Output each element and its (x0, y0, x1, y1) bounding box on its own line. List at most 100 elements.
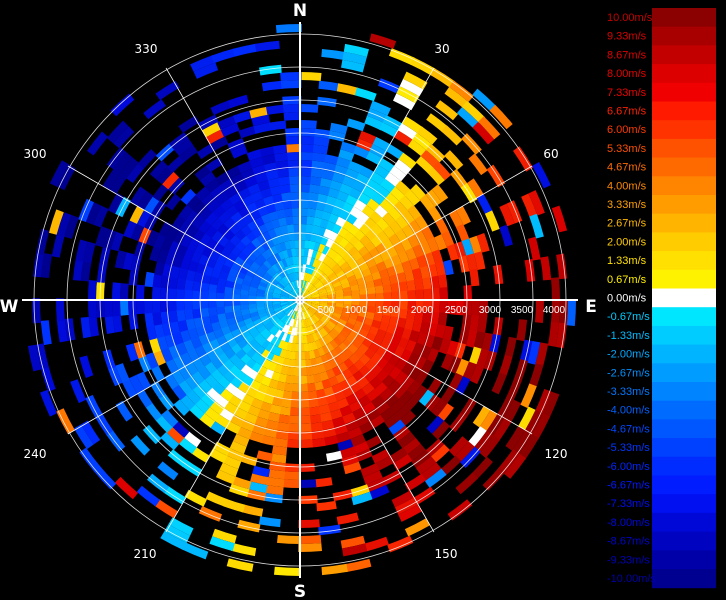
velocity-gate (334, 346, 344, 356)
velocity-gate (306, 282, 312, 291)
velocity-gate (245, 321, 255, 330)
azimuth-label-210: 210 (134, 547, 157, 561)
velocity-gate (343, 43, 369, 57)
velocity-gate (315, 251, 323, 261)
colorbar-swatch (652, 157, 716, 177)
velocity-gate (109, 172, 128, 194)
velocity-gate (484, 210, 500, 232)
velocity-gate (200, 307, 210, 318)
velocity-gate (197, 365, 212, 380)
velocity-gate (338, 405, 353, 417)
velocity-gate (341, 311, 351, 319)
velocity-gate (192, 384, 207, 399)
velocity-gate (178, 204, 194, 220)
velocity-gate (365, 408, 381, 422)
colorbar-swatch (652, 438, 716, 458)
velocity-gate (160, 432, 180, 451)
velocity-gate (315, 311, 323, 319)
velocity-gate (315, 282, 323, 289)
velocity-gate (338, 342, 349, 353)
velocity-gate (317, 329, 326, 339)
velocity-gate (280, 278, 288, 286)
velocity-gate (476, 233, 490, 253)
velocity-gate (208, 283, 218, 293)
velocity-gate (446, 340, 459, 358)
colorbar-label: 4.00m/s (607, 180, 647, 192)
velocity-gate (368, 484, 390, 500)
velocity-gate (473, 430, 494, 453)
velocity-gate (56, 318, 68, 343)
velocity-gate (279, 348, 287, 358)
velocity-gate (273, 290, 282, 295)
velocity-gate (263, 195, 275, 206)
velocity-gate (260, 187, 273, 199)
range-label-2000: 2000 (411, 305, 434, 316)
velocity-gate (397, 251, 410, 264)
east-label: E (585, 297, 597, 317)
velocity-gate (286, 143, 302, 153)
velocity-gate (292, 290, 298, 297)
velocity-gate (439, 287, 449, 301)
velocity-gate (359, 305, 368, 313)
velocity-gate (192, 200, 208, 216)
velocity-gate (477, 315, 488, 334)
velocity-gate (153, 349, 166, 366)
velocity-gate (382, 284, 392, 294)
velocity-gate (266, 333, 275, 343)
velocity-gate (467, 178, 485, 200)
velocity-gate (283, 382, 293, 392)
velocity-gate (217, 277, 227, 287)
velocity-gate (135, 284, 145, 300)
velocity-gate (231, 261, 242, 272)
velocity-gate (48, 209, 64, 235)
velocity-gate (102, 167, 121, 190)
velocity-gate (300, 232, 307, 241)
velocity-gate (321, 345, 330, 355)
velocity-gate (338, 149, 355, 162)
velocity-gate (144, 311, 155, 328)
velocity-gate (265, 169, 280, 181)
velocity-gate (431, 249, 444, 265)
velocity-gate (256, 244, 266, 254)
velocity-gate (430, 444, 450, 464)
velocity-gate (245, 269, 256, 278)
velocity-gate (303, 302, 310, 308)
velocity-gate (289, 183, 301, 193)
velocity-gate (540, 256, 552, 281)
velocity-gate (551, 277, 561, 302)
velocity-gate (309, 306, 317, 313)
velocity-gate (251, 342, 262, 353)
velocity-gate (395, 215, 409, 230)
velocity-gate (310, 304, 319, 309)
velocity-gate (472, 406, 491, 428)
velocity-gate (80, 317, 92, 339)
velocity-gate (339, 329, 350, 339)
velocity-gate (245, 357, 257, 369)
velocity-gate (169, 320, 181, 335)
velocity-gate (352, 251, 363, 262)
velocity-gate (336, 333, 346, 343)
velocity-gate (266, 284, 275, 291)
velocity-gate (278, 251, 286, 261)
velocity-gate (279, 268, 287, 278)
velocity-gate (277, 535, 300, 544)
velocity-gate (128, 313, 139, 330)
velocity-gate (203, 323, 214, 335)
velocity-gate (327, 271, 337, 280)
velocity-gate (73, 424, 94, 450)
velocity-gate (103, 298, 113, 318)
velocity-gate (154, 498, 178, 519)
velocity-gate (454, 441, 475, 463)
velocity-gate (274, 308, 283, 314)
velocity-gate (215, 191, 230, 205)
velocity-gate (317, 308, 326, 315)
velocity-gate (254, 416, 268, 428)
velocity-gate (172, 254, 184, 268)
velocity-gate (320, 264, 329, 273)
velocity-gate (241, 504, 264, 517)
velocity-gate (314, 209, 325, 219)
velocity-gate (271, 327, 280, 336)
velocity-gate (309, 306, 318, 312)
velocity-gate (309, 266, 316, 275)
velocity-gate (338, 274, 348, 282)
